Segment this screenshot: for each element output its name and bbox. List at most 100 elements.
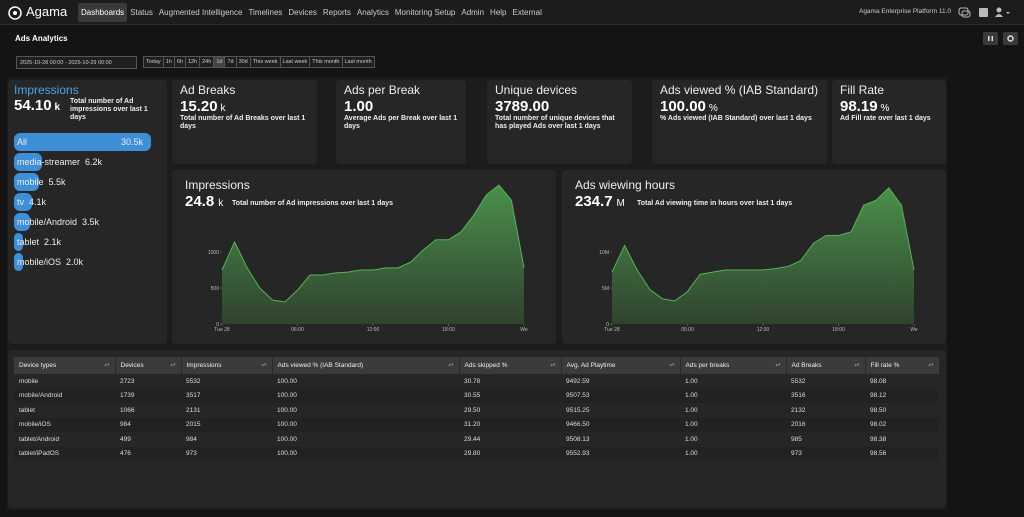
menu-item[interactable]: External xyxy=(510,3,545,22)
stat-title: Ads viewed % (IAB Standard) xyxy=(660,83,818,97)
x-tick-label: 12:00 xyxy=(367,327,380,333)
bar-label: mobile xyxy=(17,177,44,187)
value-number: 1.00 xyxy=(344,98,373,115)
value-number: 54.10 xyxy=(14,97,52,114)
table-cell: 31.20 xyxy=(459,418,561,433)
column-header[interactable]: Ad Breaks▴▾ xyxy=(786,357,865,374)
value-unit: k xyxy=(221,103,226,114)
table-cell: 5532 xyxy=(786,374,865,389)
table-cell: 9492.59 xyxy=(561,374,680,389)
bar-label: mobile/iOS xyxy=(17,257,61,267)
table-cell: 973 xyxy=(786,447,865,462)
date-range[interactable]: 2025-10-28 00:00 - 2025-10-29 00:00 xyxy=(16,56,137,69)
page-controls[interactable] xyxy=(982,31,1020,46)
stat-value: 15.20k xyxy=(180,98,226,115)
table-panel: Device types▴▾Devices▴▾Impressions▴▾Ads … xyxy=(8,350,946,508)
table-cell: 2131 xyxy=(181,403,272,418)
table-cell: 9552.93 xyxy=(561,447,680,462)
time-button[interactable]: 12h xyxy=(185,56,200,68)
menu-item[interactable]: Devices xyxy=(285,3,319,22)
table-cell: 1.00 xyxy=(680,389,786,404)
page-title: Ads Analytics xyxy=(15,34,68,43)
column-header[interactable]: Ads per breaks▴▾ xyxy=(680,357,786,374)
menu-item[interactable]: Timelines xyxy=(245,3,285,22)
menu-item[interactable]: Dashboards xyxy=(78,3,127,22)
table-cell: 1739 xyxy=(115,389,181,404)
x-tick-label: We xyxy=(910,327,918,333)
table-row: tablet/iPadOS476973100.0029.809552.931.0… xyxy=(14,447,939,462)
table-cell: 100.00 xyxy=(272,389,459,404)
header-text: Ads viewed % (IAB Standard) xyxy=(278,362,364,369)
nav-bar: Agama DashboardsStatusAugmented Intellig… xyxy=(0,0,1024,25)
table-cell: 98.38 xyxy=(865,432,939,447)
table-cell: 98.50 xyxy=(865,403,939,418)
header-text: Avg. Ad Playtime xyxy=(567,362,616,369)
table-cell: 100.00 xyxy=(272,418,459,433)
stat-title: Fill Rate xyxy=(840,83,884,97)
table-cell: 1.00 xyxy=(680,403,786,418)
menu-item[interactable]: Status xyxy=(127,3,156,22)
column-header[interactable]: Devices▴▾ xyxy=(115,357,181,374)
menu-item[interactable]: Monitoring Setup xyxy=(392,3,458,22)
impressions-panel: Impressions54.10kTotal number of Ad impr… xyxy=(8,80,167,344)
column-header[interactable]: Fill rate %▴▾ xyxy=(865,357,939,374)
stat-panel: Unique devices3789.00Total number of uni… xyxy=(487,80,632,164)
bar-value-label: 2.1k xyxy=(44,237,61,247)
stat-value: 100.00% xyxy=(660,98,718,115)
x-tick-label: 12:00 xyxy=(757,327,770,333)
table-cell: 100.00 xyxy=(272,447,459,462)
bar-value-label: 2.0k xyxy=(66,257,83,267)
table-cell: 1.00 xyxy=(680,432,786,447)
sort-icon: ▴▾ xyxy=(550,362,555,368)
table-cell: 5532 xyxy=(181,374,272,389)
table-cell: mobile xyxy=(14,374,115,389)
y-tick-label: 5M xyxy=(602,286,609,292)
table-cell: tablet/Android xyxy=(14,432,115,447)
column-header[interactable]: Device types▴▾ xyxy=(14,357,115,374)
sort-icon: ▴▾ xyxy=(928,362,933,368)
time-button[interactable]: This week xyxy=(250,56,281,68)
table-cell: mobile/Android xyxy=(14,389,115,404)
header-text: Ads per breaks xyxy=(686,362,730,369)
stat-title: Ad Breaks xyxy=(180,83,235,97)
nav-icons[interactable] xyxy=(958,6,1018,20)
time-button[interactable]: Today xyxy=(143,56,164,68)
time-button[interactable]: Last week xyxy=(280,56,311,68)
menu-item[interactable]: Augmented Intelligence xyxy=(156,3,246,22)
bar-value-label: 4.1k xyxy=(29,197,46,207)
table-row: mobile/iOS9842015100.0031.209466.501.002… xyxy=(14,418,939,433)
menu-item[interactable]: Analytics xyxy=(354,3,392,22)
column-header[interactable]: Avg. Ad Playtime ▴▾ xyxy=(561,357,680,374)
time-button[interactable]: 24h xyxy=(199,56,214,68)
sort-icon: ▴▾ xyxy=(669,362,674,368)
stat-panel: Ads per Break1.00Average Ads per Break o… xyxy=(336,80,466,164)
table-cell: 984 xyxy=(181,432,272,447)
y-tick-label: 10M xyxy=(599,250,609,256)
time-button[interactable]: Last month xyxy=(342,56,375,68)
header-text: Devices xyxy=(121,362,144,369)
bar-label: mobile/Android xyxy=(17,217,77,227)
column-header[interactable]: Ads viewed % (IAB Standard)▴▾ xyxy=(272,357,459,374)
time-button[interactable]: This month xyxy=(309,56,342,68)
value-unit: k xyxy=(55,102,61,113)
panel-value: 54.10k xyxy=(14,97,60,114)
menu-item[interactable]: Reports xyxy=(320,3,354,22)
time-buttons: Today1h6h12h24h1d7d30dThis weekLast week… xyxy=(143,56,374,68)
column-header[interactable]: Impressions▴▾ xyxy=(181,357,272,374)
sort-icon: ▴▾ xyxy=(261,362,266,368)
menu-item[interactable]: Admin xyxy=(458,3,487,22)
menu-item[interactable]: Help xyxy=(487,3,509,22)
time-button[interactable]: 30d xyxy=(236,56,251,68)
product-name: Agama Enterprise Platform 11.0 xyxy=(859,8,951,15)
table-cell: 984 xyxy=(115,418,181,433)
stat-description: Ad Fill rate over last 1 days xyxy=(840,115,940,123)
header-text: Ads skipped % xyxy=(465,362,508,369)
bar-value-label: 6.2k xyxy=(85,157,102,167)
column-header[interactable]: Ads skipped % ▴▾ xyxy=(459,357,561,374)
table-cell: 30.78 xyxy=(459,374,561,389)
table-cell: 29.44 xyxy=(459,432,561,447)
chart-panel: Ads wiewing hours234.7MTotal Ad viewing … xyxy=(562,170,946,344)
stat-value: 1.00 xyxy=(344,98,373,115)
panel-title: Impressions xyxy=(14,83,79,97)
